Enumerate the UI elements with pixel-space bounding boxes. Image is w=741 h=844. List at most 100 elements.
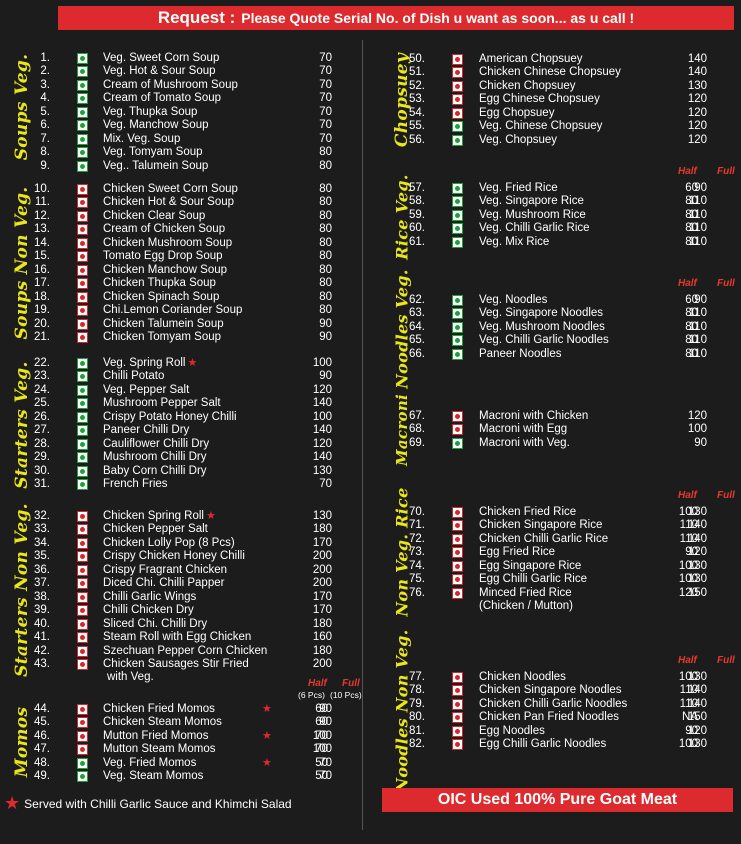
menu-item: 58. Veg. Singapore Rice 80 110 xyxy=(0,195,741,208)
item-price-half: 120 xyxy=(678,586,698,599)
item-price-half: 80 xyxy=(685,235,698,248)
nonveg-marker-icon xyxy=(77,524,88,536)
menu-item: 32. Chicken Spring Roll ★ 130 xyxy=(0,510,741,523)
item-price: 70 xyxy=(319,78,332,91)
item-name: Chicken Noodles xyxy=(479,671,566,683)
nonveg-marker-icon xyxy=(452,739,463,751)
nonveg-marker-icon xyxy=(77,305,88,317)
item-name-wrap: Veg. Sweet Corn Soup xyxy=(103,52,219,65)
item-name: Chicken Fried Rice xyxy=(479,506,577,518)
nonveg-marker-icon xyxy=(77,278,88,290)
item-number: 23. xyxy=(34,370,50,383)
nonveg-marker-icon xyxy=(452,533,463,545)
menu-item-continuation: with Veg. xyxy=(0,671,741,684)
item-name: Cream of Mushroom Soup xyxy=(103,78,238,91)
item-price-half: 110 xyxy=(679,684,698,697)
menu-item: 30. Baby Corn Chilli Dry 130 xyxy=(0,465,741,478)
item-price: 100 xyxy=(312,357,332,369)
item-name-wrap: Veg. Tomyam Soup xyxy=(103,146,203,159)
menu-item: 37. Diced Chi. Chilli Papper 200 xyxy=(0,577,741,590)
menu-item: 63. Veg. Singapore Noodles 80 110 xyxy=(0,307,741,320)
menu-item: 26. Crispy Potato Honey Chilli 100 xyxy=(0,411,741,424)
item-name-wrap: Mutton Fried Momos xyxy=(103,730,208,743)
item-name-wrap: Egg Chilli Garlic Noodles xyxy=(479,738,606,751)
item-name-wrap: Macroni with Veg. xyxy=(479,437,570,450)
item-price: 80 xyxy=(319,250,332,263)
item-name-wrap: Egg Fried Rice xyxy=(479,546,555,559)
item-price-full: 130 xyxy=(687,738,707,751)
item-price: 120 xyxy=(687,133,707,146)
item-name-wrap: Veg. Fried Rice xyxy=(479,182,558,195)
item-price: 120 xyxy=(687,410,707,422)
item-name-wrap: Chicken Thupka Soup xyxy=(103,277,216,290)
item-number: 73. xyxy=(409,546,425,559)
item-number: 58. xyxy=(409,195,425,208)
item-name-wrap: Paneer Noodles xyxy=(479,348,561,361)
item-price: 140 xyxy=(312,424,332,437)
menu-item: 67. Macroni with Chicken 120 xyxy=(0,410,741,423)
item-number: 55. xyxy=(409,120,425,133)
item-number: 78. xyxy=(409,684,425,697)
item-name: Veg. Mix Rice xyxy=(479,235,550,248)
item-name: Egg Chilli Garlic Noodles xyxy=(479,738,607,751)
veg-marker-icon xyxy=(77,411,88,423)
menu-item: 41. Steam Roll with Egg Chicken 160 xyxy=(0,631,741,644)
menu-item: 9. Veg.. Talumein Soup 80 xyxy=(0,160,741,173)
nonveg-marker-icon xyxy=(77,564,88,576)
item-price: 120 xyxy=(312,383,332,396)
item-number: 71. xyxy=(409,519,425,532)
item-number: 19. xyxy=(34,304,50,317)
menu-item: 66. Paneer Noodles 80 110 xyxy=(0,348,741,361)
menu-item: 79. Chicken Chilli Garlic Noodles 110 140 xyxy=(0,698,741,711)
nonveg-marker-icon xyxy=(77,551,88,563)
banner-text: Please Quote Serial No. of Dish u want a… xyxy=(241,10,635,26)
item-number: 10. xyxy=(34,183,50,195)
veg-marker-icon xyxy=(77,771,88,783)
item-name-wrap: Mushroom Pepper Salt xyxy=(103,397,221,410)
item-name-wrap: Chicken Fried Momos xyxy=(103,703,215,716)
item-name-wrap: Veg. Chilli Garlic Noodles xyxy=(479,334,609,347)
item-name: Tomato Egg Drop Soup xyxy=(103,250,223,263)
menu-item: 59. Veg. Mushroom Rice 80 110 xyxy=(0,209,741,222)
item-name-wrap: Chicken Spring Roll ★ xyxy=(103,510,216,523)
menu-item: 25. Mushroom Pepper Salt 140 xyxy=(0,397,741,410)
item-number: 26. xyxy=(34,410,50,423)
menu-item: 2. Veg. Hot & Sour Soup 70 xyxy=(0,65,741,78)
menu-item: 33. Chicken Pepper Salt 180 xyxy=(0,523,741,536)
menu-item: 19. Chi.Lemon Coriander Soup 80 xyxy=(0,304,741,317)
item-price-half: 60 xyxy=(315,716,328,729)
item-name: Veg. Pepper Salt xyxy=(103,383,190,396)
item-name: Crispy Fragrant Chicken xyxy=(103,563,227,576)
item-name: Veg. Steam Momos xyxy=(103,770,204,783)
item-name: Veg. Tomyam Soup xyxy=(103,146,203,159)
item-price-half: 50 xyxy=(315,756,328,769)
menu-item-continuation: (Chicken / Mutton) xyxy=(0,600,741,613)
item-name-wrap: Crispy Chicken Honey Chilli xyxy=(103,550,245,563)
item-number: 14. xyxy=(34,236,50,249)
menu-item: 72. Chicken Chilli Garlic Rice 110 140 xyxy=(0,533,741,546)
menu-item: 76. Minced Fried Rice 120 150 xyxy=(0,587,741,600)
menu-item: 47. Mutton Steam Momos 70 100 xyxy=(0,743,741,756)
veg-marker-icon xyxy=(452,295,463,306)
item-number: 7. xyxy=(40,132,50,145)
item-price-half: 70 xyxy=(315,743,328,756)
item-price: 80 xyxy=(319,209,332,222)
item-price-full: 70 xyxy=(319,770,332,783)
menu-item: 68. Macroni with Egg 100 xyxy=(0,423,741,436)
item-number: 51. xyxy=(409,66,425,79)
item-name: Chilli Potato xyxy=(103,370,165,383)
item-price-full: 110 xyxy=(688,307,707,320)
item-price-half: 80 xyxy=(685,195,698,208)
item-name-wrap: Veg. Hot & Sour Soup xyxy=(103,65,216,78)
item-number: 21. xyxy=(34,330,50,343)
item-name: Mutton Steam Momos xyxy=(103,743,216,756)
item-name-wrap: Chicken Chinese Chopsuey xyxy=(479,66,621,79)
item-price: 90 xyxy=(319,317,332,330)
veg-marker-icon xyxy=(77,371,88,383)
item-price-half: 90 xyxy=(685,724,698,737)
item-price-half: 110 xyxy=(679,519,698,532)
item-number: 4. xyxy=(40,92,50,105)
item-price-full: 90 xyxy=(319,716,332,729)
item-price: 140 xyxy=(312,397,332,410)
menu-item: 8. Veg. Tomyam Soup 80 xyxy=(0,146,741,159)
